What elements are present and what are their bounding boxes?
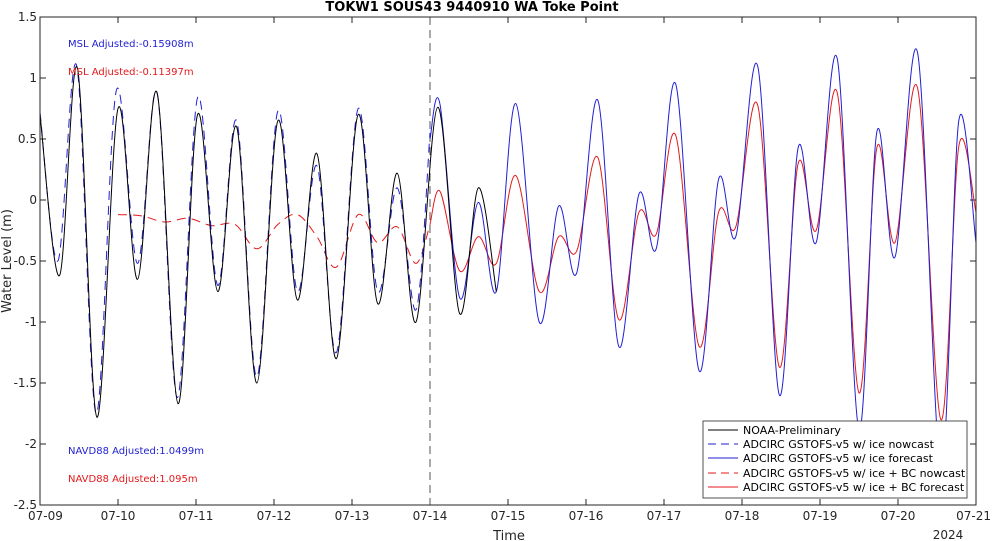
y-tick-label: 1	[29, 71, 37, 85]
y-tick-label: 0	[29, 193, 37, 207]
msl-adjusted-red: MSL Adjusted:-0.11397m	[68, 67, 194, 78]
series-ice-bc-nowcast	[117, 213, 431, 268]
y-tick-label: -2	[25, 437, 37, 451]
x-tick-label: 07-20	[881, 509, 916, 523]
x-tick-label: 07-09	[28, 509, 63, 523]
x-tick-label: 07-14	[413, 509, 448, 523]
x-tick-label: 07-12	[257, 509, 292, 523]
navd88-adjusted-red: NAVD88 Adjusted:1.095m	[68, 474, 198, 485]
x-tick-labels: 07-09 07-10 07-11 07-12 07-13 07-14 07-15 07-16…	[28, 509, 991, 523]
y-tick-label: 0.5	[18, 132, 37, 146]
legend-label-noaa: NOAA-Preliminary	[743, 424, 841, 437]
y-tick-label: -2.5	[14, 498, 37, 512]
series-noaa-preliminary	[39, 66, 497, 418]
series-ice-forecast	[429, 48, 977, 469]
series-ice-nowcast	[39, 63, 431, 415]
legend-label-bc-nowcast: ADCIRC GSTOFS-v5 w/ ice + BC nowcast	[743, 467, 966, 480]
x-tick-label: 07-19	[803, 509, 838, 523]
y-tick-label: -1.5	[14, 376, 37, 390]
legend: NOAA-Preliminary ADCIRC GSTOFS-v5 w/ ice…	[702, 420, 968, 499]
x-axis-title: Time	[492, 529, 525, 541]
x-tick-label: 07-16	[569, 509, 604, 523]
y-tick-labels: -2.5 -2 -1.5 -1 -0.5 0 0.5 1 1.5	[14, 10, 37, 512]
series-layer	[39, 48, 977, 469]
legend-label-bc-forecast: ADCIRC GSTOFS-v5 w/ ice + BC forecast	[743, 481, 965, 494]
y-axis-title: Water Level (m)	[0, 209, 15, 313]
x-year-label: 2024	[933, 528, 964, 541]
x-tick-label: 07-18	[725, 509, 760, 523]
x-tick-label: 07-21	[956, 509, 991, 523]
y-tick-label: 1.5	[18, 10, 37, 24]
y-tick-label: -1	[25, 315, 37, 329]
plot-frame	[39, 16, 977, 506]
legend-box	[702, 420, 968, 499]
x-tick-label: 07-13	[335, 509, 370, 523]
x-tick-label: 07-15	[491, 509, 526, 523]
x-tick-label: 07-10	[101, 509, 136, 523]
y-tick-label: -0.5	[14, 254, 37, 268]
x-tick-label: 07-17	[647, 509, 682, 523]
navd88-adjusted-blue: NAVD88 Adjusted:1.0499m	[68, 446, 204, 457]
chart-title: TOKW1 SOUS43 9440910 WA Toke Point	[325, 0, 618, 15]
legend-label-ice-forecast: ADCIRC GSTOFS-v5 w/ ice forecast	[743, 452, 934, 465]
legend-label-ice-nowcast: ADCIRC GSTOFS-v5 w/ ice nowcast	[743, 438, 935, 451]
msl-adjusted-blue: MSL Adjusted:-0.15908m	[68, 39, 194, 50]
x-tick-label: 07-11	[179, 509, 214, 523]
